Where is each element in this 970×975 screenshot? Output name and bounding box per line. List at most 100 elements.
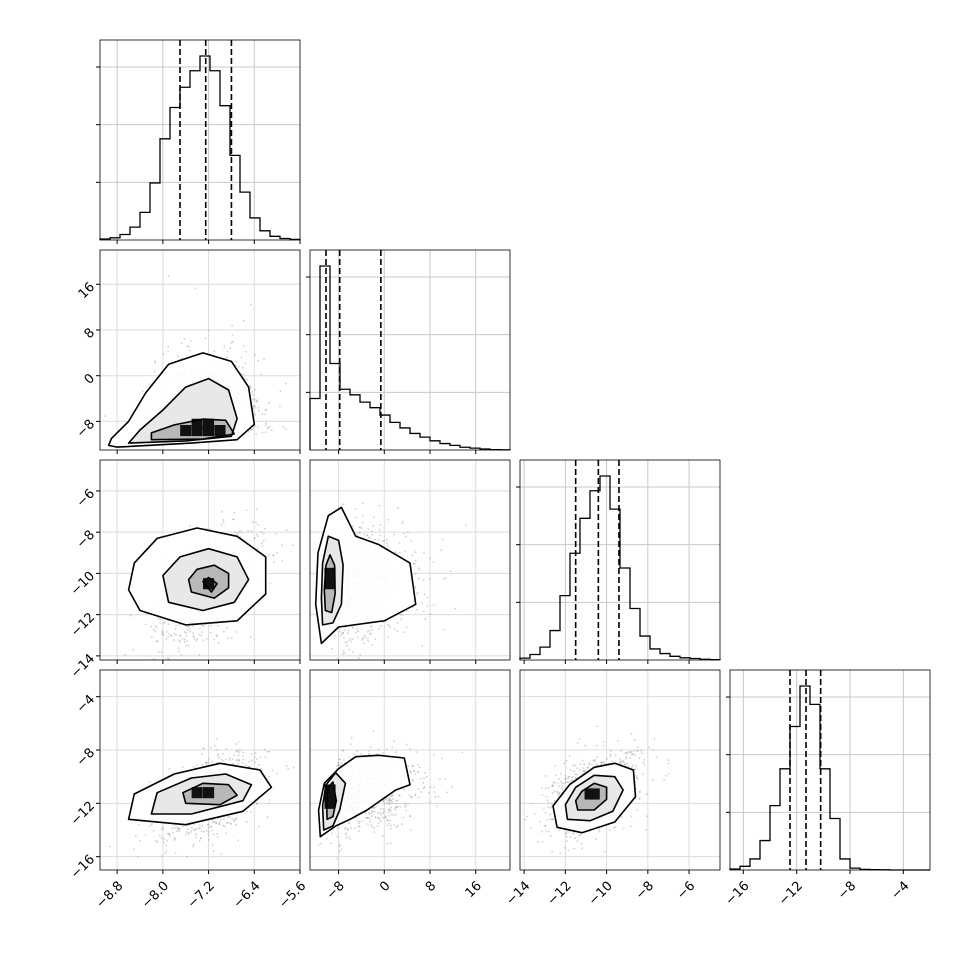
pair-3-sample: [159, 835, 161, 837]
pair-1-sample: [185, 632, 187, 634]
pair-0-sample: [271, 429, 273, 431]
pair-1-sample: [173, 633, 175, 635]
pair-0-sample: [205, 338, 207, 340]
pair-2-sample: [334, 635, 336, 637]
pair-0-sample: [232, 334, 234, 336]
pair-1-sample: [247, 530, 249, 532]
pair-3-sample: [238, 751, 240, 753]
pair-2-sample: [382, 540, 384, 542]
pair-3-sample: [208, 839, 210, 841]
pair-3-sample: [153, 830, 155, 832]
pair-4-sample: [404, 806, 406, 808]
pair-3-sample: [225, 759, 227, 761]
pair-1-sample: [193, 635, 195, 637]
pair-3-sample: [218, 757, 220, 759]
pair-4-sample: [371, 824, 373, 826]
pair-3-sample: [235, 817, 237, 819]
pair-1-sample: [196, 640, 198, 642]
pair-1-sample: [254, 537, 256, 539]
pair-1-sample: [236, 631, 238, 633]
pair-1-sample: [189, 525, 191, 527]
pair-3-sample: [229, 822, 231, 824]
pair-4-sample: [380, 814, 382, 816]
pair-inner-4: [310, 670, 510, 870]
pair-1-sample: [168, 633, 170, 635]
pair-4-sample: [378, 749, 380, 751]
pair-3-sample: [172, 832, 174, 834]
pair-2-sample: [399, 552, 401, 554]
pair-3-sample: [268, 751, 270, 753]
pair-1-sample: [124, 654, 126, 656]
pair-4-sample: [377, 812, 379, 814]
pair-3-sample: [246, 811, 248, 813]
pair-4-sample: [387, 843, 389, 845]
pair-0-sample: [213, 350, 215, 352]
pair-3-sample: [264, 756, 266, 758]
pair-4-sample: [393, 815, 395, 817]
pair-3-sample: [199, 840, 201, 842]
pair-3-sample: [155, 840, 157, 842]
pair-3-sample: [138, 824, 140, 826]
pair-3-sample: [195, 836, 197, 838]
pair-1-sample: [263, 533, 265, 535]
pair-1-sample: [198, 634, 200, 636]
pair-3-sample: [236, 751, 238, 753]
pair-3-sample: [243, 752, 245, 754]
pair-inner-1: [100, 460, 300, 665]
pair-3-sample: [258, 826, 260, 828]
pair-3-sample: [169, 768, 171, 770]
pair-4-sample: [392, 798, 394, 800]
pair-3-sample: [149, 825, 151, 827]
pair-0-sample: [195, 288, 197, 290]
hist-3-steps: [730, 686, 930, 870]
pair-1-sample: [234, 531, 236, 533]
pair-3-sample: [165, 845, 167, 847]
pair-1-sample: [165, 638, 167, 640]
pair-0-sample: [168, 275, 170, 277]
pair-1-sample: [233, 512, 235, 514]
pair-1-sample: [184, 631, 186, 633]
pair-0-sample: [258, 407, 260, 409]
pair-2-sample: [364, 635, 366, 637]
pair-4-sample: [396, 826, 398, 828]
pair-0-sample: [251, 429, 253, 431]
pair-3-sample: [238, 763, 240, 765]
pair-1-sample: [210, 632, 212, 634]
pair-2-sample: [465, 524, 467, 526]
pair-2-sample: [362, 522, 364, 524]
pair-2-sample: [344, 652, 346, 654]
pair-0-sample: [267, 427, 269, 429]
pair-2-sample: [357, 630, 359, 632]
pair-1-sample: [221, 511, 223, 513]
pair-1-sample: [158, 651, 160, 653]
pair-1-sample: [237, 533, 239, 535]
pair-1-sample: [199, 654, 201, 656]
pair-3-sample: [264, 749, 266, 751]
pair-4-sample: [394, 808, 396, 810]
pair-0-sample: [285, 428, 287, 430]
pair-1-sample: [241, 532, 243, 534]
pair-1-sample: [153, 629, 155, 631]
pair-0-sample: [184, 338, 186, 340]
pair-2-sample: [403, 533, 405, 535]
pair-3-sample: [175, 838, 177, 840]
pair-2-sample: [419, 569, 421, 571]
pair-4-sample: [370, 746, 372, 748]
pair-2-sample: [442, 538, 444, 540]
pair-3-sample: [172, 827, 174, 829]
pair-2-sample: [361, 639, 363, 641]
pair-1-sample: [218, 642, 220, 644]
pair-2-sample: [347, 632, 349, 634]
pair-1-sample: [145, 624, 147, 626]
pair-3-sample: [182, 767, 184, 769]
pair-1-sample: [239, 530, 241, 532]
pair-1-sample: [168, 623, 170, 625]
pair-1-sample: [223, 631, 225, 633]
pair-0-sample: [149, 383, 151, 385]
pair-3-sample: [250, 811, 252, 813]
pair-3-sample: [208, 831, 210, 833]
pair-2-sample: [386, 539, 388, 541]
pair-4-sample: [390, 828, 392, 830]
pair-0-sample: [235, 364, 237, 366]
pair-2-sample: [363, 642, 365, 644]
